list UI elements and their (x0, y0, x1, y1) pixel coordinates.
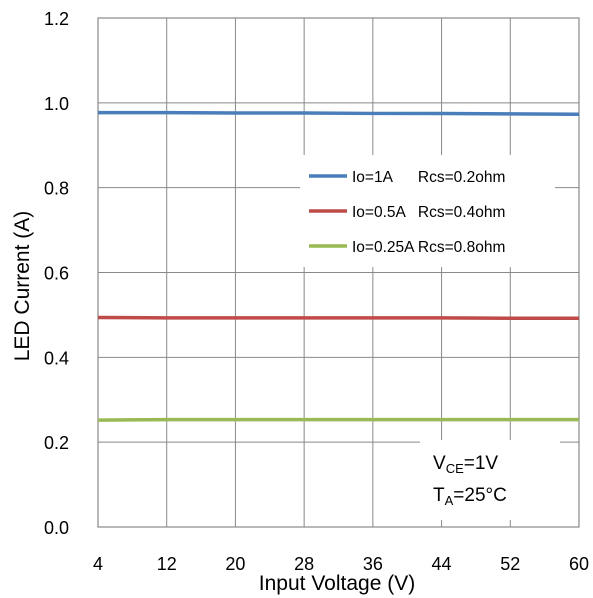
x-tick-label: 44 (432, 554, 452, 574)
series-line-2 (97, 315, 579, 321)
y-tick-label: 1.0 (44, 94, 69, 114)
x-tick-label: 12 (157, 554, 177, 574)
series-line-1 (98, 110, 580, 117)
y-tick-label: 0.2 (44, 433, 69, 453)
y-tick-label: 1.2 (44, 9, 69, 29)
ta-annotation: TA=25°C (433, 485, 507, 508)
y-tick-label: 0.8 (44, 179, 69, 199)
x-axis-title: Input Voltage (V) (259, 572, 415, 595)
x-tick-label: 28 (294, 554, 314, 574)
x-axis-ticks: 4 12 20 28 36 44 52 60 (93, 554, 589, 574)
series-group (97, 110, 580, 422)
vce-annotation: VCE=1V (433, 453, 498, 476)
y-axis-title: LED Current (A) (11, 211, 34, 362)
legend-label-1: Io=1A Rcs=0.2ohm (352, 169, 505, 186)
y-tick-label: 0.6 (44, 264, 69, 284)
legend-label-2: Io=0.5A Rcs=0.4ohm (352, 204, 505, 221)
legend-label-3: Io=0.25A Rcs=0.8ohm (352, 239, 505, 256)
y-axis-ticks: 0.0 0.2 0.4 0.6 0.8 1.0 1.2 (44, 9, 69, 538)
plot-frame (97, 17, 580, 528)
y-tick-label: 0.0 (44, 518, 69, 538)
x-tick-label: 60 (569, 554, 589, 574)
conditions-annotation: VCE=1V TA=25°C (420, 440, 560, 520)
annotation-box (420, 440, 560, 520)
legend: Io=1A Rcs=0.2ohm Io=0.5A Rcs=0.4ohm Io=0.2… (300, 155, 555, 267)
x-tick-label: 36 (363, 554, 383, 574)
x-tick-label: 20 (225, 554, 245, 574)
x-tick-label: 4 (93, 554, 103, 574)
y-tick-label: 0.4 (44, 348, 69, 368)
x-tick-label: 52 (500, 554, 520, 574)
